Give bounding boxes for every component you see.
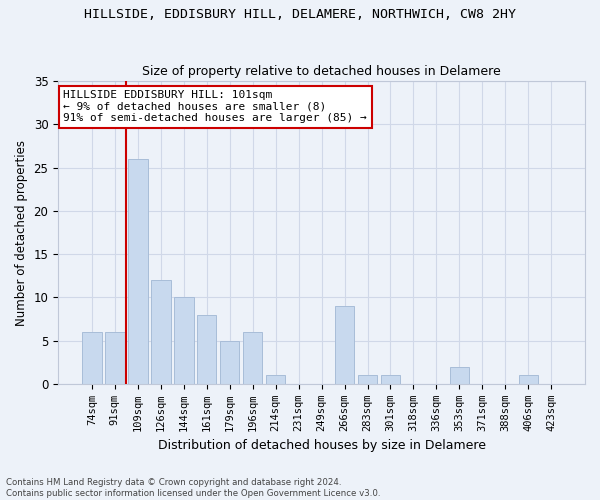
Bar <box>128 159 148 384</box>
Bar <box>449 366 469 384</box>
X-axis label: Distribution of detached houses by size in Delamere: Distribution of detached houses by size … <box>158 440 485 452</box>
Bar <box>243 332 262 384</box>
Bar <box>220 340 239 384</box>
Bar <box>82 332 101 384</box>
Bar <box>151 280 170 384</box>
Bar <box>174 298 194 384</box>
Text: HILLSIDE, EDDISBURY HILL, DELAMERE, NORTHWICH, CW8 2HY: HILLSIDE, EDDISBURY HILL, DELAMERE, NORT… <box>84 8 516 20</box>
Text: Contains HM Land Registry data © Crown copyright and database right 2024.
Contai: Contains HM Land Registry data © Crown c… <box>6 478 380 498</box>
Bar <box>518 376 538 384</box>
Y-axis label: Number of detached properties: Number of detached properties <box>15 140 28 326</box>
Bar <box>358 376 377 384</box>
Title: Size of property relative to detached houses in Delamere: Size of property relative to detached ho… <box>142 66 501 78</box>
Bar <box>197 314 217 384</box>
Bar <box>266 376 286 384</box>
Bar <box>105 332 125 384</box>
Bar <box>381 376 400 384</box>
Bar <box>335 306 355 384</box>
Text: HILLSIDE EDDISBURY HILL: 101sqm
← 9% of detached houses are smaller (8)
91% of s: HILLSIDE EDDISBURY HILL: 101sqm ← 9% of … <box>64 90 367 124</box>
